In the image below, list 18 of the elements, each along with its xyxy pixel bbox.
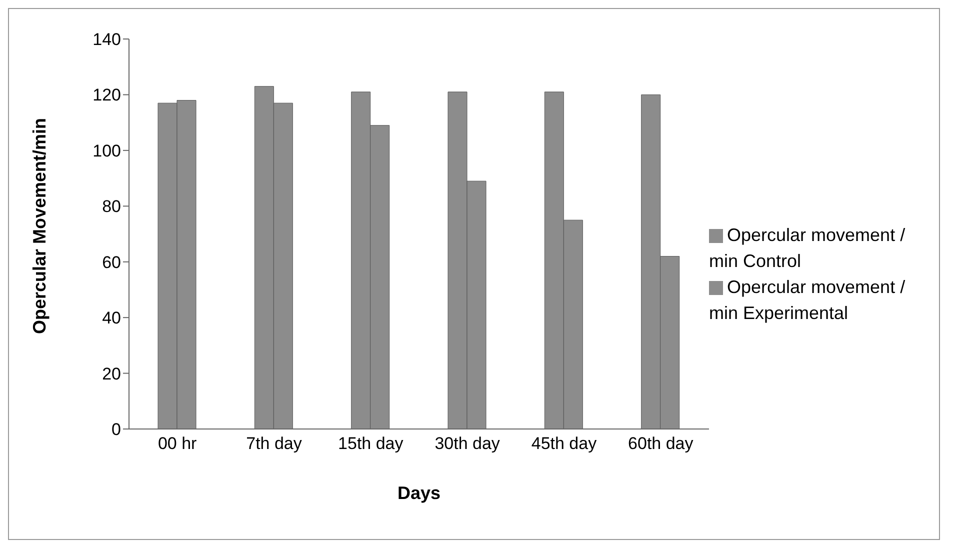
y-tick-label: 100 bbox=[92, 141, 121, 160]
y-tick-label: 40 bbox=[102, 308, 121, 328]
y-tick-label: 120 bbox=[92, 86, 121, 105]
y-tick-label: 20 bbox=[102, 364, 121, 384]
y-axis-title: Opercular Movement/min bbox=[29, 118, 50, 334]
legend-label: Opercular movement / min Experimental bbox=[709, 277, 906, 323]
x-tick-label: 60th day bbox=[628, 434, 694, 454]
legend-label: Opercular movement / min Control bbox=[709, 225, 906, 271]
x-axis-title: Days bbox=[397, 483, 441, 503]
x-tick-label: 45th day bbox=[531, 434, 598, 454]
y-tick-label: 60 bbox=[102, 252, 121, 272]
y-tick-label: 80 bbox=[102, 197, 121, 216]
x-tick-label: 7th day bbox=[246, 434, 302, 454]
y-tick-label: 0 bbox=[112, 420, 121, 440]
x-tick-label: 15th day bbox=[338, 434, 404, 454]
x-tick-label: 30th day bbox=[434, 434, 500, 454]
y-tick-label: 140 bbox=[92, 30, 121, 50]
x-tick-label: 00 hr bbox=[158, 434, 198, 454]
